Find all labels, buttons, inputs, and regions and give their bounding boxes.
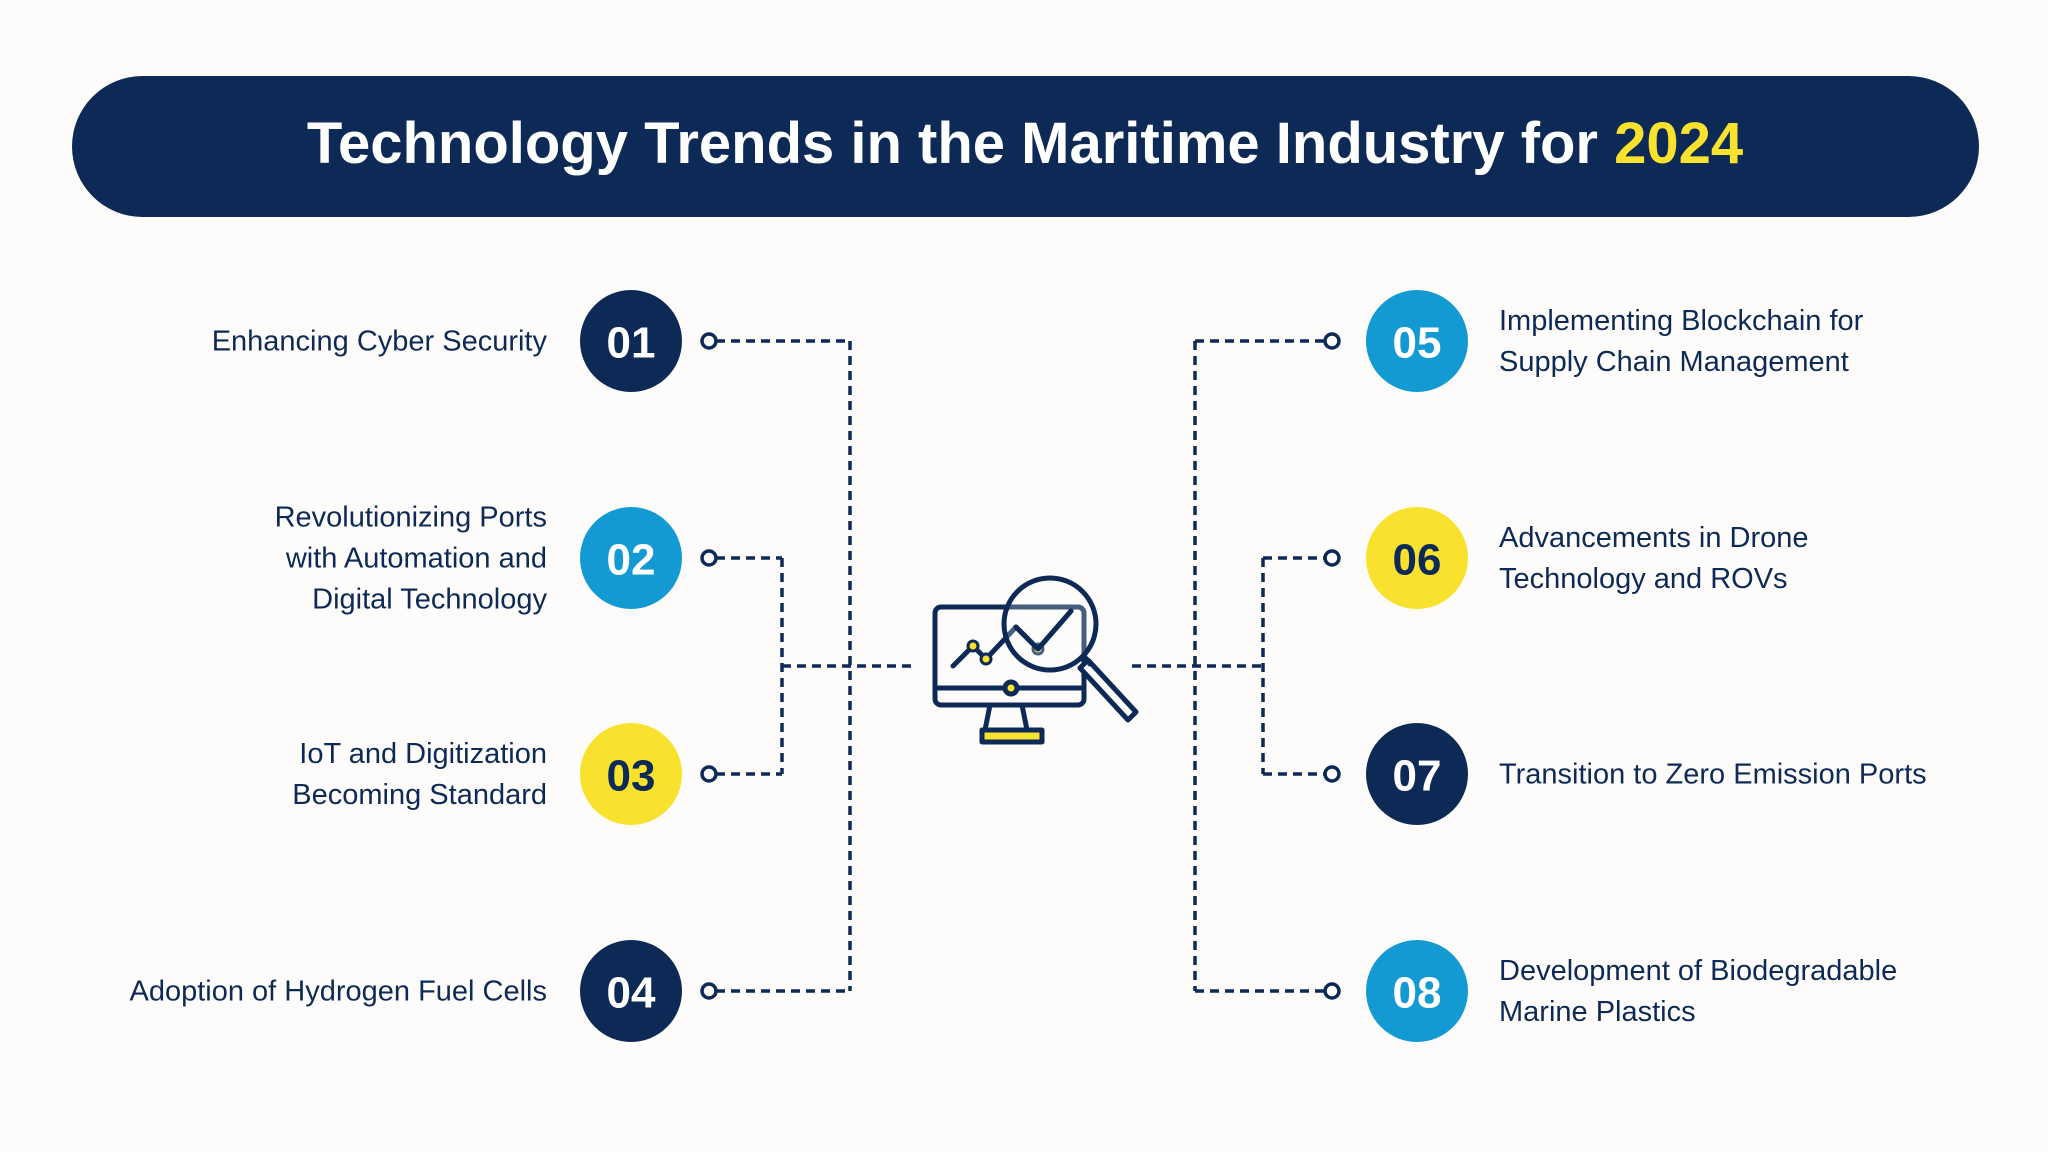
item-label: Adoption of Hydrogen Fuel Cells: [129, 976, 547, 1008]
number-badge: [580, 507, 682, 609]
item-number: 06: [1393, 536, 1442, 585]
items: 01 Enhancing Cyber Security 02 Revolutioniz…: [129, 290, 1927, 1042]
chart-point: [979, 652, 993, 666]
item-label: Technology and ROVs: [1499, 563, 1788, 595]
trend-item: 02 Revolutionizing Ports with Automation a…: [275, 502, 782, 616]
magnifier-lens: [1001, 575, 1099, 673]
trend-item: 01 Enhancing Cyber Security: [212, 290, 850, 392]
item-label: Development of Biodegradable: [1499, 955, 1897, 987]
item-label: Advancements in Drone: [1499, 522, 1809, 554]
item-number: 08: [1393, 969, 1442, 1018]
item-number: 04: [607, 969, 656, 1018]
connector-dot: [1323, 332, 1341, 350]
title-year: 2024: [1614, 111, 1743, 176]
trend-item: 07 Transition to Zero Emission Ports: [1263, 723, 1927, 825]
title-banner: [72, 76, 1979, 217]
item-label: Becoming Standard: [292, 779, 547, 811]
number-badge: [1366, 290, 1468, 392]
item-label: Digital Technology: [312, 584, 547, 616]
magnifier-handle: [1077, 653, 1139, 723]
connector-dot: [700, 332, 718, 350]
monitor-dot: [1002, 679, 1020, 697]
connector-dot: [700, 549, 718, 567]
trend-item: 06 Advancements in Drone Technology and RO…: [1263, 507, 1809, 609]
connector-dot: [1323, 765, 1341, 783]
trend-item: 05 Implementing Blockchain for Supply Chai…: [1195, 290, 1864, 392]
trend-item: 04 Adoption of Hydrogen Fuel Cells: [129, 940, 850, 1042]
title: Technology Trends in the Maritime Indust…: [307, 111, 1743, 176]
trend-item: 03 IoT and Digitization Becoming Standard: [292, 723, 782, 825]
connectors: [780, 341, 1265, 991]
item-label: with Automation and: [285, 543, 547, 575]
trend-item: 08 Development of Biodegradable Marine Pla…: [1195, 940, 1897, 1042]
item-label: Marine Plastics: [1499, 996, 1696, 1028]
item-number: 07: [1393, 752, 1442, 801]
item-number: 05: [1393, 319, 1442, 368]
connector-dot: [1323, 982, 1341, 1000]
number-badge: [1366, 940, 1468, 1042]
title-text: Technology Trends in the Maritime Indust…: [307, 111, 1598, 176]
item-label: Enhancing Cyber Security: [212, 326, 548, 358]
item-label: Supply Chain Management: [1499, 346, 1849, 378]
item-label: Transition to Zero Emission Ports: [1499, 759, 1927, 791]
item-label: Revolutionizing Ports: [275, 502, 547, 534]
item-label: Implementing Blockchain for: [1499, 305, 1864, 337]
connector-dot: [700, 982, 718, 1000]
analytics-icon: [932, 575, 1139, 745]
connector-dot: [1323, 549, 1341, 567]
monitor-base: [979, 727, 1045, 745]
item-number: 03: [607, 752, 656, 801]
chart-line-lens: [1013, 608, 1074, 652]
number-badge: [580, 940, 682, 1042]
number-badge: [1366, 507, 1468, 609]
item-number: 02: [607, 536, 656, 585]
number-badge: [580, 290, 682, 392]
monitor-stand: [982, 702, 1030, 733]
connector-dot: [700, 765, 718, 783]
item-number: 01: [607, 319, 656, 368]
chart-point: [966, 639, 980, 653]
item-label: IoT and Digitization: [299, 738, 547, 770]
number-badge: [1366, 723, 1468, 825]
number-badge: [580, 723, 682, 825]
